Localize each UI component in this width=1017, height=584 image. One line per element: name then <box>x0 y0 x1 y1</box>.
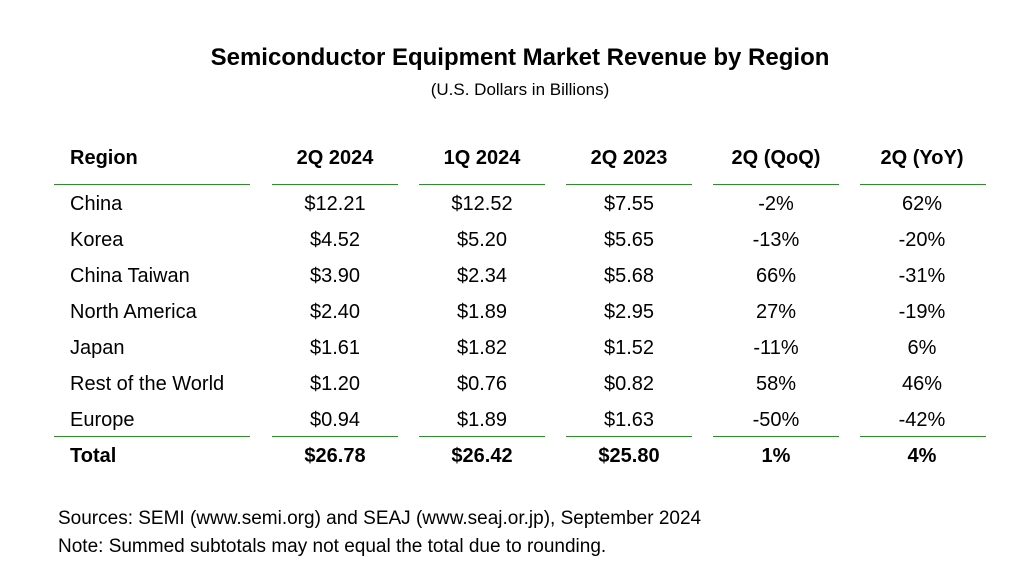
rounding-note: Note: Summed subtotals may not equal the… <box>58 536 607 557</box>
column-header: 1Q 2024 <box>443 147 521 169</box>
column-header: Region <box>70 147 138 169</box>
table-rule <box>54 436 250 437</box>
region-label: China <box>70 193 123 215</box>
total-cell: $25.80 <box>598 445 660 467</box>
region-label: China Taiwan <box>70 265 190 287</box>
column-header: 2Q (YoY) <box>880 147 964 169</box>
column-header: 2Q (QoQ) <box>731 147 821 169</box>
table-cell: -31% <box>898 265 946 287</box>
chart-subtitle: (U.S. Dollars in Billions) <box>430 80 610 99</box>
table-cell: -13% <box>752 229 800 251</box>
table-cell: -50% <box>752 409 800 431</box>
table-cell: $12.21 <box>304 193 366 215</box>
total-label: Total <box>70 445 117 467</box>
table-cell: 27% <box>755 301 797 323</box>
region-label: Europe <box>70 409 135 431</box>
table-cell: -42% <box>898 409 946 431</box>
total-cell: $26.78 <box>304 445 366 467</box>
region-label: Korea <box>70 229 124 251</box>
table-cell: $2.34 <box>456 265 508 287</box>
table-rule <box>272 184 398 185</box>
table-cell: 66% <box>755 265 797 287</box>
table-cell: $0.82 <box>603 373 655 395</box>
table-rule <box>566 184 692 185</box>
table-cell: $7.55 <box>603 193 655 215</box>
region-label: Rest of the World <box>70 373 225 395</box>
column-header: 2Q 2024 <box>296 147 374 169</box>
table-cell: $1.82 <box>456 337 508 359</box>
table-cell: $5.65 <box>603 229 655 251</box>
table-cell: -2% <box>758 193 794 215</box>
table-cell: $2.95 <box>603 301 655 323</box>
table-cell: $0.94 <box>309 409 361 431</box>
table-rule <box>54 184 250 185</box>
table-rule <box>713 436 839 437</box>
table-cell: $1.89 <box>456 409 508 431</box>
table-cell: 58% <box>755 373 797 395</box>
table-rule <box>713 184 839 185</box>
total-cell: 4% <box>907 445 937 467</box>
table-cell: 62% <box>901 193 943 215</box>
table-cell: $5.68 <box>603 265 655 287</box>
table-cell: -11% <box>753 337 799 359</box>
region-label: North America <box>70 301 197 323</box>
sources-note: Sources: SEMI (www.semi.org) and SEAJ (w… <box>58 508 702 529</box>
table-rule <box>566 436 692 437</box>
table-rule <box>860 184 986 185</box>
table-cell: $1.61 <box>309 337 361 359</box>
table-cell: $1.52 <box>603 337 655 359</box>
total-cell: $26.42 <box>451 445 513 467</box>
table-cell: $3.90 <box>309 265 361 287</box>
table-cell: $2.40 <box>309 301 361 323</box>
table-cell: 46% <box>901 373 943 395</box>
chart-title: Semiconductor Equipment Market Revenue b… <box>210 44 830 71</box>
total-cell: 1% <box>761 445 791 467</box>
table-cell: $0.76 <box>456 373 508 395</box>
table-cell: $12.52 <box>451 193 513 215</box>
region-label: Japan <box>70 337 125 359</box>
table-cell: $1.20 <box>309 373 361 395</box>
table-rule <box>419 184 545 185</box>
table-cell: -19% <box>898 301 946 323</box>
table-cell: -20% <box>898 229 946 251</box>
table-cell: 6% <box>907 337 937 359</box>
table-rule <box>419 436 545 437</box>
column-header: 2Q 2023 <box>590 147 668 169</box>
table-cell: $4.52 <box>309 229 361 251</box>
table-cell: $1.63 <box>603 409 655 431</box>
table-rule <box>860 436 986 437</box>
table-cell: $5.20 <box>456 229 508 251</box>
table-cell: $1.89 <box>456 301 508 323</box>
table-rule <box>272 436 398 437</box>
